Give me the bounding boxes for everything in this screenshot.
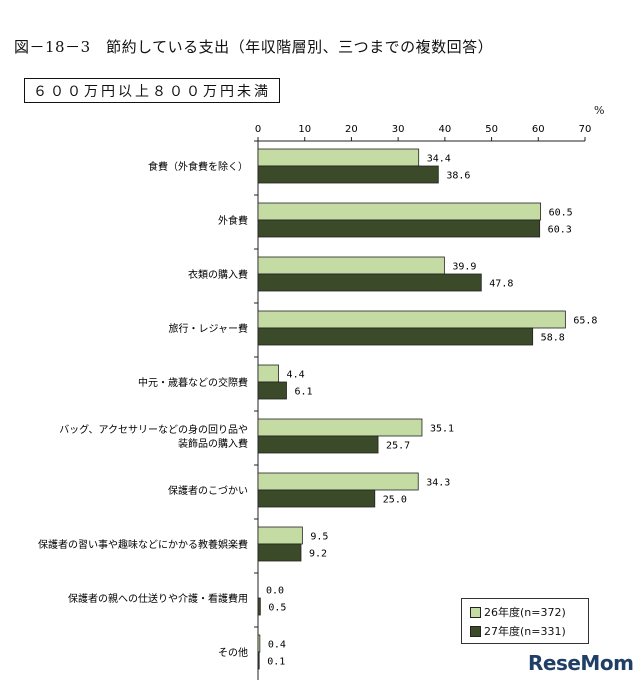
data-label-2014: 39.9 [452, 262, 476, 273]
data-label-2015: 58.8 [541, 333, 565, 344]
x-tick-label: 20 [345, 124, 358, 135]
data-label-2015: 25.7 [386, 441, 410, 452]
data-label-2015: 38.6 [446, 171, 470, 182]
bar-2015 [257, 273, 482, 292]
data-label-2014: 9.5 [310, 532, 328, 543]
data-label-2015: 25.0 [383, 495, 407, 506]
data-label-2015: 0.1 [267, 657, 285, 668]
bar-2014 [257, 256, 445, 275]
bar-2014 [257, 364, 279, 383]
x-tick-label: 0 [255, 124, 261, 135]
bar-2014 [257, 526, 303, 545]
category-label: 中元・歳暮などの交際費 [138, 376, 248, 389]
bar-2014 [257, 310, 566, 329]
data-label-2014: 0.4 [268, 640, 286, 651]
legend-swatch-2015 [470, 625, 481, 637]
x-tick-label: 30 [392, 124, 405, 135]
x-tick-label: 70 [579, 124, 592, 135]
bar-2015 [257, 327, 534, 346]
x-tick-label: 50 [485, 124, 498, 135]
bar-2014 [257, 148, 420, 167]
bar-2014 [257, 634, 261, 653]
data-label-2014: 35.1 [430, 424, 454, 435]
category-label: 旅行・レジャー費 [169, 322, 249, 335]
legend-label-2015: 27年度(n=331) [484, 625, 566, 638]
bar-2015 [257, 435, 379, 454]
category-label: 衣類の購入費 [188, 268, 248, 281]
data-label-2014: 65.8 [573, 316, 597, 327]
category-label: 保護者の習い事や趣味などにかかる教養娯楽費 [38, 538, 248, 551]
bar-2015 [257, 489, 376, 508]
legend-item-2014: 26年度(n=372) [470, 604, 566, 620]
category-label: その他 [218, 646, 248, 659]
data-label-2015: 6.1 [294, 387, 312, 398]
category-label: 保護者の親への仕送りや介護・看護費用 [68, 592, 248, 605]
data-label-2015: 47.8 [489, 279, 513, 290]
bar-2014 [257, 472, 419, 491]
data-label-2014: 34.4 [427, 154, 451, 165]
data-label-2014: 34.3 [426, 478, 450, 489]
data-label-2014: 60.5 [549, 208, 573, 219]
category-label: 装飾品の購入費 [178, 437, 248, 450]
data-label-2015: 0.5 [268, 603, 286, 614]
bar-2015 [257, 219, 541, 238]
category-label: 食費（外食費を除く） [148, 160, 248, 173]
data-label-2015: 60.3 [548, 225, 572, 236]
legend-item-2015: 27年度(n=331) [470, 623, 566, 639]
watermark-logo: ReseMom [528, 651, 634, 675]
legend-label-2014: 26年度(n=372) [484, 606, 566, 619]
bar-2015 [257, 651, 260, 670]
bar-2015 [257, 381, 287, 400]
bar-2015 [257, 165, 439, 184]
x-tick-label: 60 [532, 124, 545, 135]
chart-title: 図－18－3 節約している支出（年収階層別、三つまでの複数回答） [14, 38, 494, 56]
bar-2015 [257, 597, 261, 616]
data-label-2015: 9.2 [309, 549, 327, 560]
bar-2014 [257, 202, 542, 221]
x-tick-label: 40 [438, 124, 451, 135]
legend-swatch-2014 [470, 606, 481, 618]
category-label: バッグ、アクセサリーなどの身の回り品や [59, 423, 248, 436]
data-label-2014: 4.4 [287, 370, 305, 381]
legend: 26年度(n=372) 27年度(n=331) [461, 598, 589, 644]
bar-2014 [257, 418, 423, 437]
category-label: 保護者のこづかい [168, 484, 248, 497]
data-label-2014: 0.0 [266, 586, 284, 597]
unit-label: % [594, 104, 605, 117]
category-label: 外食費 [218, 214, 248, 227]
x-tick-label: 10 [298, 124, 311, 135]
bar-2015 [257, 543, 302, 562]
chart-subtitle: ６００万円以上８００万円未満 [24, 78, 280, 103]
